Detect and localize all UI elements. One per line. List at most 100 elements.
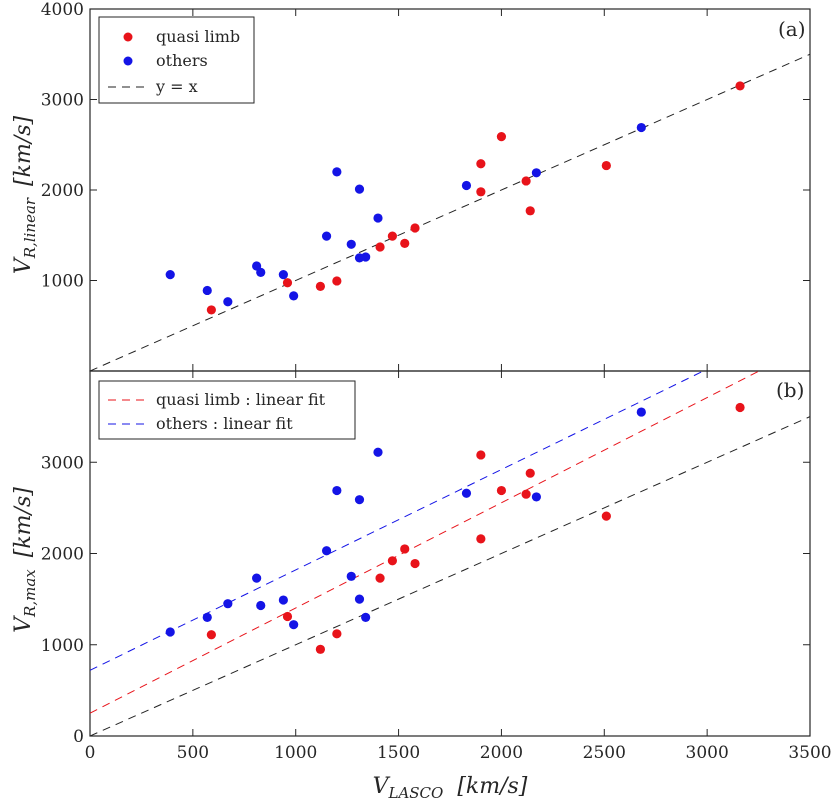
point-b-quasi-limb-3: [332, 629, 342, 639]
point-b-quasi-limb-14: [735, 402, 745, 413]
point-b-quasi-limb-5: [387, 556, 397, 566]
points-b: [165, 402, 745, 654]
panel-label-a: (a): [778, 17, 806, 41]
fit-lines-a: [90, 53, 810, 371]
point-a-quasi-limb-11: [521, 176, 531, 186]
point-a-others-13: [373, 213, 383, 223]
y-label-a-unit: [km/s]: [11, 115, 36, 185]
point-a-others-12: [361, 252, 371, 262]
points-a: [165, 81, 745, 315]
y-tick-label-b-1: 1000: [41, 636, 84, 656]
y-tick-label-b-3: 3000: [41, 453, 84, 473]
point-a-quasi-limb-8: [476, 159, 486, 169]
y-ticks-b: 0 1000 2000 3000: [41, 453, 810, 747]
point-a-others-10: [354, 184, 365, 194]
line-b-1: [90, 371, 705, 671]
point-b-quasi-limb-13: [601, 511, 611, 521]
point-b-quasi-limb-10: [496, 485, 507, 496]
point-b-others-15: [531, 492, 542, 502]
point-b-quasi-limb-2: [315, 644, 325, 654]
point-a-quasi-limb-9: [476, 187, 486, 197]
line-a-0: [90, 53, 810, 371]
point-a-others-5: [278, 270, 288, 280]
point-b-others-0: [165, 627, 175, 637]
point-a-others-8: [332, 167, 342, 177]
point-b-quasi-limb-7: [410, 558, 420, 569]
svg-text:VR,linear[km/s]: VR,linear [km/s]: [11, 115, 39, 274]
point-b-quasi-limb-0: [206, 630, 216, 640]
legend-a: quasi limb others y = x: [98, 16, 255, 104]
point-b-others-9: [346, 571, 356, 581]
y-label-a-main: V: [11, 256, 36, 274]
point-a-others-15: [531, 168, 542, 178]
point-b-others-1: [202, 612, 212, 622]
point-b-others-5: [278, 595, 288, 605]
x-tick-label-0: 0: [85, 743, 96, 763]
x-ticks-b: 0 500 1000 1500 2000 2500 3000 3500: [85, 371, 831, 763]
point-b-quasi-limb-1: [282, 611, 293, 622]
point-a-quasi-limb-12: [525, 206, 535, 216]
y-tick-label-b-0: 0: [73, 727, 84, 747]
x-tick-label-2: 1000: [274, 743, 317, 763]
y-tick-label-a-1: 3000: [41, 91, 84, 111]
point-a-quasi-limb-1: [282, 278, 293, 288]
x-tick-label-3: 1500: [377, 743, 420, 763]
point-a-quasi-limb-13: [601, 160, 611, 171]
y-tick-label-b-2: 2000: [41, 545, 84, 565]
point-a-quasi-limb-0: [206, 305, 216, 315]
point-a-quasi-limb-6: [400, 238, 410, 248]
point-a-quasi-limb-2: [315, 281, 325, 291]
point-a-others-2: [223, 297, 233, 307]
point-b-others-3: [252, 573, 262, 583]
legend-label-quasi-limb-fit: quasi limb : linear fit: [156, 390, 326, 409]
y-ticks-a: 4000 3000 2000 1000: [41, 0, 811, 371]
svg-text:VR,max[km/s]: VR,max [km/s]: [11, 487, 39, 633]
x-label-main: V: [373, 774, 391, 799]
point-a-others-6: [289, 291, 299, 301]
y-label-a-sub: R,linear: [21, 197, 39, 259]
line-b-2: [90, 416, 810, 736]
point-b-quasi-limb-12: [525, 468, 535, 478]
y-label-b-sub: R,max: [21, 569, 39, 618]
point-b-others-6: [289, 620, 299, 630]
point-b-others-11: [354, 594, 365, 604]
panel-b: 0 1000 2000 3000 0 500 1000 1500 2000 2500 3000 35…: [11, 370, 831, 802]
x-tick-label-5: 2500: [583, 743, 626, 763]
point-b-others-7: [321, 546, 332, 556]
legend-b: quasi limb : linear fit others : linear …: [98, 380, 356, 440]
point-a-quasi-limb-7: [410, 223, 420, 233]
point-a-others-0: [165, 270, 175, 280]
y-tick-label-a-2: 2000: [41, 181, 84, 201]
y-label-b-main: V: [11, 615, 36, 633]
point-b-others-8: [332, 485, 342, 496]
point-a-quasi-limb-14: [735, 81, 745, 91]
legend-label-others: others: [156, 51, 208, 70]
point-a-quasi-limb-5: [387, 231, 397, 241]
x-tick-label-7: 3500: [788, 743, 831, 763]
point-a-quasi-limb-4: [375, 242, 385, 252]
panel-label-b: (b): [776, 378, 804, 402]
x-label-sub: LASCO: [387, 784, 443, 802]
point-b-others-2: [223, 599, 233, 609]
point-a-others-9: [346, 239, 356, 249]
point-b-quasi-limb-8: [476, 450, 486, 460]
point-b-others-13: [373, 447, 383, 457]
fit-lines-b: [90, 371, 810, 736]
y-tick-label-a-3: 1000: [41, 272, 84, 292]
point-b-others-14: [461, 488, 472, 498]
panel-a: 4000 3000 2000 1000 (a) quasi limb others y…: [11, 0, 811, 372]
y-axis-label-b: VR,max [km/s]: [11, 487, 39, 633]
point-b-others-4: [256, 600, 266, 611]
point-a-others-4: [256, 267, 266, 277]
legend-marker-quasi-limb: [123, 32, 133, 42]
legend-marker-others: [123, 56, 133, 66]
x-tick-label-6: 3000: [686, 743, 729, 763]
point-a-others-16: [636, 122, 646, 133]
x-axis-label: VLASCO [km/s]: [373, 774, 528, 802]
x-tick-label-1: 500: [177, 743, 209, 763]
point-a-others-7: [321, 231, 332, 241]
legend-box-b: [98, 380, 356, 440]
x-label-unit: [km/s]: [457, 774, 527, 799]
point-a-others-1: [202, 285, 212, 296]
